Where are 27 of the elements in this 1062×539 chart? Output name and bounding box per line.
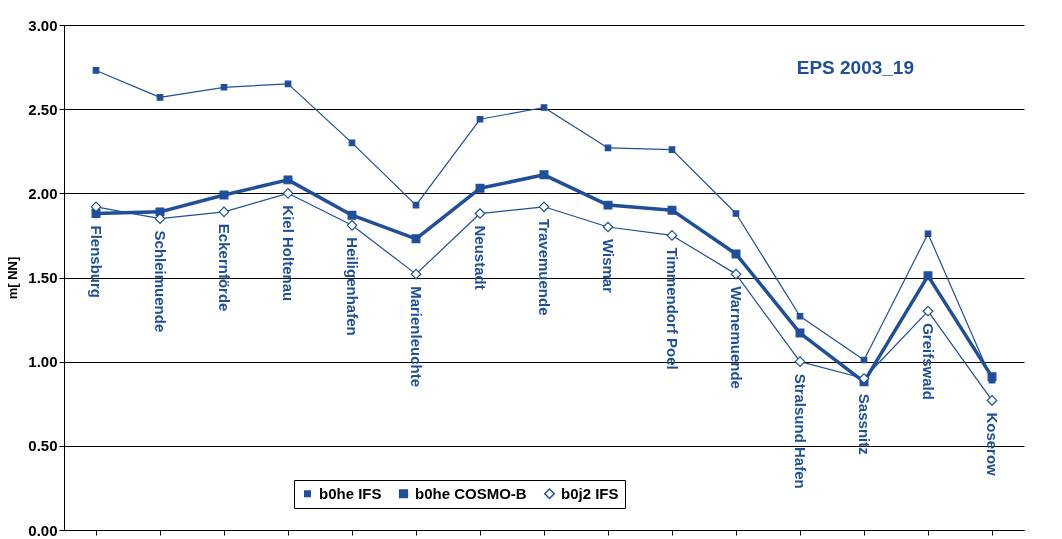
x-tick-label: Travemuende [536,218,553,316]
x-tick-label: Kiel Holtenau [280,205,297,302]
x-tick-label: Koserow [984,412,1001,477]
x-tick-label: Timmendorf Poel [664,247,681,370]
y-tick-label: 2.50 [28,100,58,118]
legend-label: b0j2 IFS [561,484,619,502]
x-tick-label: Greifswald [920,323,937,400]
x-tick-label: Marienleuchte [408,286,425,388]
y-tick-label: 0.00 [28,521,58,539]
x-tick-label: Neustadt [472,225,489,290]
x-tick-label: Flensburg [88,225,105,299]
x-tick-label: Heiligenhafen [344,237,361,336]
y-tick-label: 1.00 [28,353,58,371]
x-tick-label: Wismar [600,239,617,294]
y-axis-title: m[ NN] [5,256,21,300]
text: EPS 2003_19 [796,57,914,78]
y-tick-label: 3.00 [28,16,58,34]
x-tick-label: Warnemuende [728,286,745,389]
x-tick-label: Stralsund Hafen [792,373,809,489]
legend-label: b0he IFS [319,484,382,502]
x-tick-label: Sassnitz [856,393,873,455]
x-tick-label: Schleimuende [152,230,169,333]
y-tick-label: 0.50 [28,437,58,455]
x-tick-label: Eckernförde [216,223,233,312]
y-tick-label: 2.00 [28,184,58,202]
legend-label: b0he COSMO-B [415,484,527,502]
y-tick-label: 1.50 [28,269,58,286]
